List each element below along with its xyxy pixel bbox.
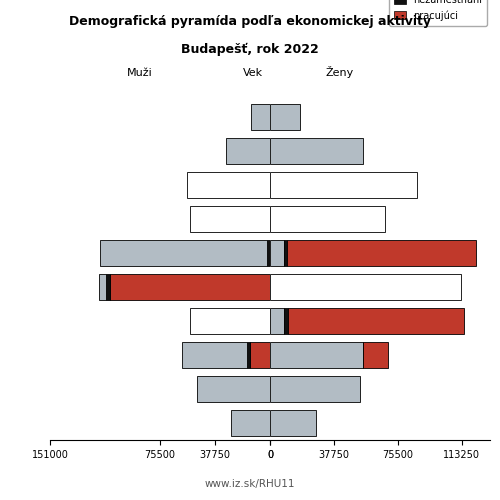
Bar: [270, 308, 283, 334]
Bar: [110, 274, 270, 299]
Bar: [284, 308, 288, 334]
Text: Budapešť, rok 2022: Budapešť, rok 2022: [181, 42, 319, 56]
Bar: [267, 240, 270, 266]
Bar: [270, 138, 363, 164]
Text: www.iz.sk/RHU11: www.iz.sk/RHU11: [205, 480, 295, 490]
Bar: [190, 206, 270, 232]
Bar: [363, 342, 388, 368]
Bar: [197, 376, 270, 402]
Bar: [99, 274, 106, 299]
Bar: [270, 206, 385, 232]
Bar: [250, 342, 270, 368]
Bar: [270, 342, 363, 368]
Bar: [100, 240, 267, 266]
Bar: [288, 308, 464, 334]
Bar: [187, 172, 270, 198]
Bar: [270, 274, 461, 299]
Bar: [270, 376, 360, 402]
Bar: [190, 308, 270, 334]
Text: Muži: Muži: [127, 68, 153, 78]
Text: Ženy: Ženy: [326, 66, 354, 78]
Legend: neaktívni, nezamestnaní, pracujúci: neaktívni, nezamestnaní, pracujúci: [389, 0, 488, 26]
Bar: [287, 240, 476, 266]
Bar: [248, 342, 250, 368]
Bar: [106, 274, 110, 299]
Bar: [182, 342, 248, 368]
Bar: [226, 138, 270, 164]
Bar: [270, 104, 300, 130]
Bar: [230, 410, 270, 436]
Bar: [284, 240, 287, 266]
Text: Demografická pyramída podľa ekonomickej aktivity: Demografická pyramída podľa ekonomickej …: [69, 15, 431, 28]
Text: Vek: Vek: [242, 68, 262, 78]
Bar: [270, 410, 316, 436]
Bar: [270, 240, 283, 266]
Bar: [270, 172, 417, 198]
Bar: [251, 104, 270, 130]
